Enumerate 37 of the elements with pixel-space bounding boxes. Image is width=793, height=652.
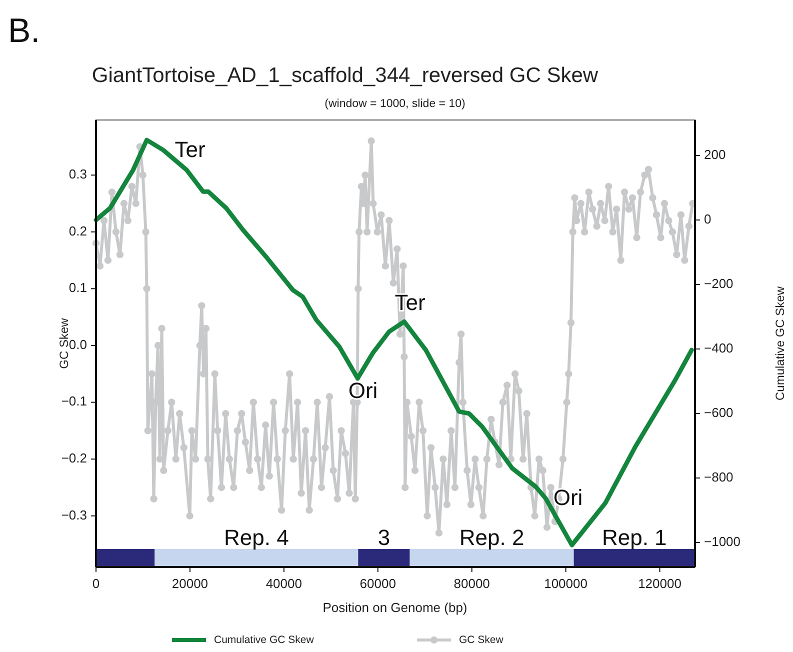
y2-tick-label: −200	[704, 276, 734, 291]
y-tick-label: 0.0	[68, 336, 87, 352]
annotation: Ter	[174, 137, 206, 162]
annotation: Ori	[553, 485, 583, 510]
y2-axis-title: Cumulative GC Skew	[773, 286, 787, 401]
x-tick-label: 20000	[172, 576, 208, 591]
x-tick-label: 120000	[638, 576, 682, 591]
y2-tick-label: −800	[704, 469, 734, 484]
band-label: Rep. 1	[602, 525, 667, 550]
annotation: Ter	[394, 290, 426, 315]
y-tick-label: −0.1	[61, 394, 87, 409]
legend-label: Cumulative GC Skew	[214, 634, 314, 646]
y-axis-title: GC Skew	[57, 318, 71, 369]
x-axis-title: Position on Genome (bp)	[322, 600, 468, 615]
chart-subtitle: (window = 1000, slide = 10)	[324, 98, 466, 110]
annotation: Ori	[348, 378, 378, 403]
y2-tick-label: −400	[704, 340, 734, 356]
y-tick-label: 0.1	[68, 280, 87, 296]
x-tick-label: 40000	[266, 576, 302, 591]
y2-tick-label: 200	[704, 146, 726, 162]
y2-tick-label: −1000	[704, 534, 741, 549]
y-tick-label: −0.2	[61, 450, 87, 466]
x-tick-label: 80000	[454, 576, 490, 591]
y2-tick-label: −600	[704, 404, 734, 420]
legend-label: GC Skew	[459, 634, 504, 646]
chart-title: GiantTortoise_AD_1_scaffold_344_reversed GC Skew	[92, 64, 599, 87]
band-label: Rep. 2	[459, 525, 524, 550]
x-tick-label: 100000	[544, 576, 588, 591]
y2-tick-label: 0	[704, 211, 712, 226]
band-label: 3	[378, 525, 390, 550]
y-tick-label: 0.3	[68, 166, 87, 182]
y-tick-label: −0.3	[61, 507, 87, 522]
x-tick-label: 0	[92, 576, 100, 591]
text: B.	[8, 12, 40, 50]
x-tick-label: 60000	[360, 576, 396, 591]
y-tick-label: 0.2	[68, 223, 87, 238]
band-label: Rep. 4	[224, 525, 289, 550]
